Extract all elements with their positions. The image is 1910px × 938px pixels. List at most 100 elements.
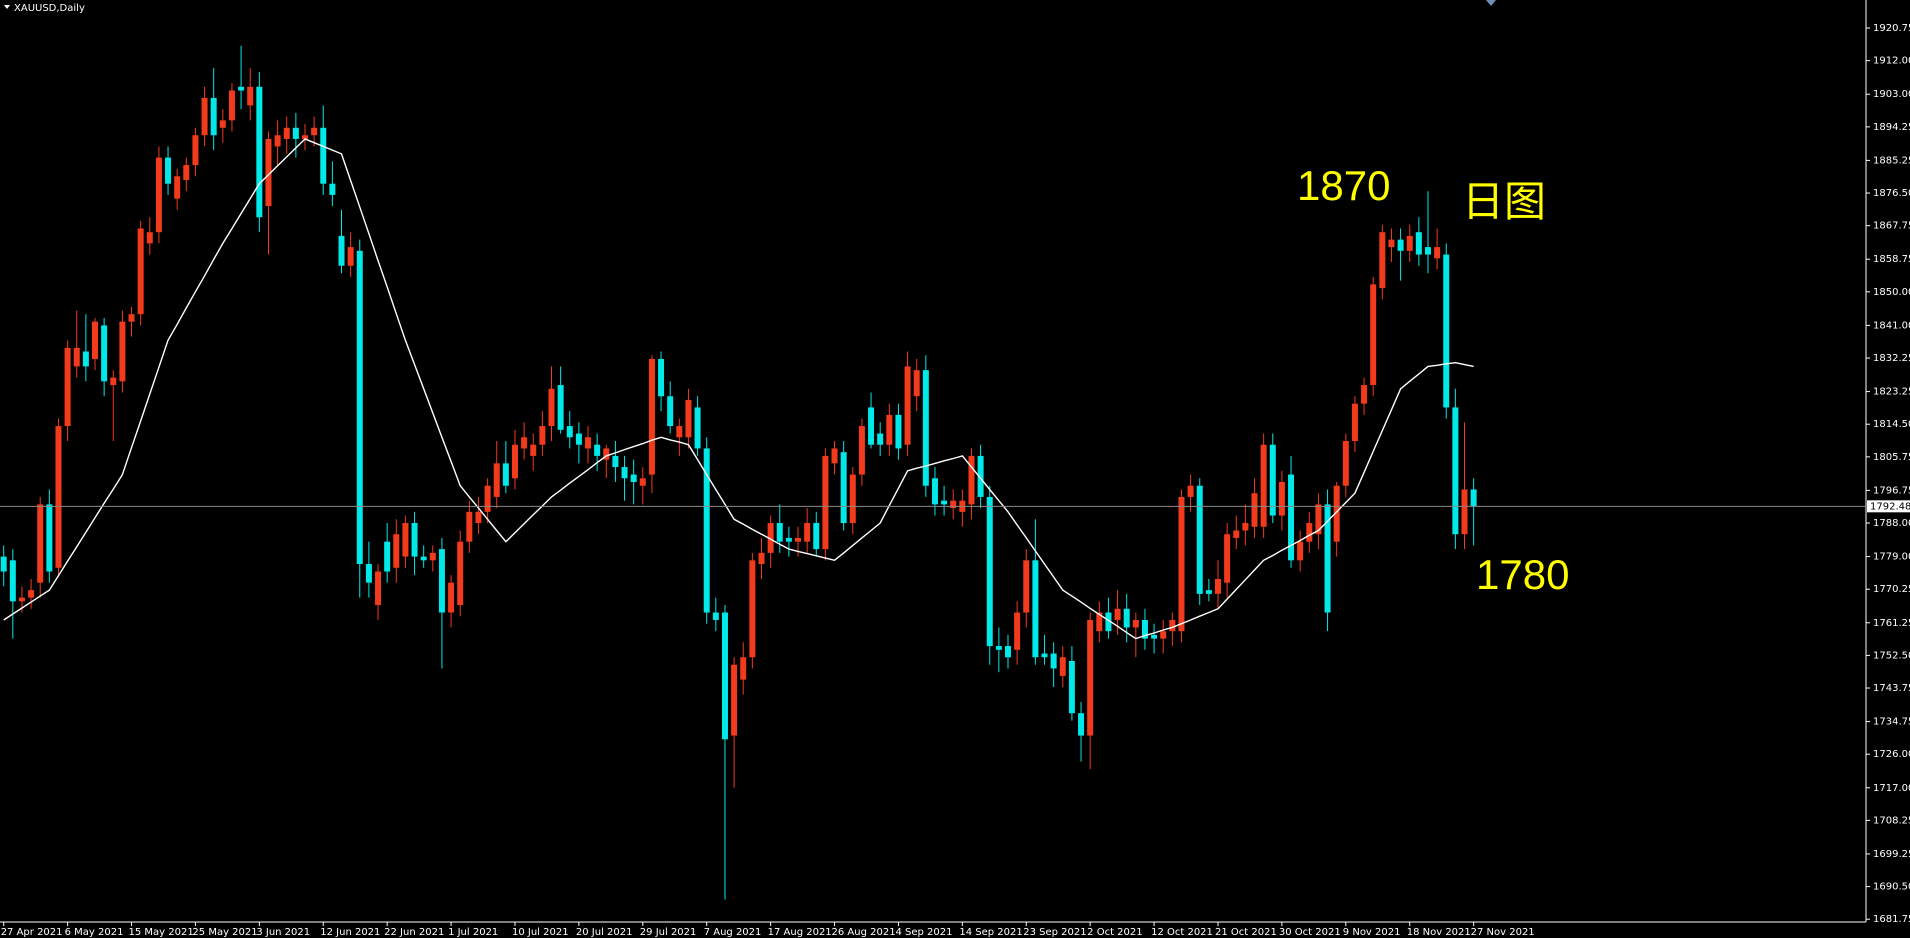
x-tick-label: 27 Nov 2021 (1471, 927, 1535, 938)
x-tick-label: 3 Jun 2021 (256, 927, 310, 938)
candle-body (1242, 523, 1249, 531)
x-tick-label: 29 Jul 2021 (640, 927, 697, 938)
candle-body (548, 388, 555, 427)
candle-body (484, 485, 491, 512)
candle-body (594, 444, 601, 456)
candle-body (1379, 232, 1386, 289)
candle-body (721, 612, 728, 740)
candle-body (493, 463, 500, 497)
y-tick-label: 1743.75 (1873, 683, 1910, 694)
annotation: 1870 (1297, 162, 1390, 209)
candle-body (55, 426, 62, 568)
candle-body (64, 347, 71, 427)
candle-body (219, 120, 226, 128)
candle-body (228, 90, 235, 121)
candle-body (82, 351, 89, 367)
candle-body (1424, 247, 1431, 255)
candle-body (731, 664, 738, 736)
y-tick-label: 1788.00 (1873, 518, 1910, 529)
candle-body (758, 552, 765, 565)
y-tick-label: 1708.25 (1873, 815, 1910, 826)
candle-body (804, 523, 811, 542)
x-tick-label: 9 Nov 2021 (1343, 927, 1401, 938)
x-tick-label: 26 Aug 2021 (832, 927, 896, 938)
candle-body (557, 385, 564, 430)
y-tick-label: 1770.25 (1873, 584, 1910, 595)
y-tick-label: 1717.00 (1873, 783, 1910, 794)
moving-average (3, 138, 1474, 640)
candle-body (740, 657, 747, 680)
candle-body (1205, 590, 1212, 594)
candle-body (1406, 235, 1413, 251)
candle-body (1132, 619, 1139, 628)
candle-body (1087, 619, 1094, 736)
candle-body (539, 426, 546, 445)
candle-body (1324, 504, 1331, 613)
x-tick-label: 12 Jun 2021 (320, 927, 380, 938)
candle-body (429, 552, 436, 561)
annotation: 1780 (1476, 551, 1569, 598)
candle-body (311, 127, 318, 136)
candle-body (767, 523, 774, 553)
candle-body (1470, 489, 1477, 507)
candle-body (238, 86, 245, 91)
candle-body (648, 358, 655, 475)
candle-body (776, 523, 783, 542)
y-tick-label: 1894.25 (1873, 122, 1910, 133)
y-tick-label: 1858.75 (1873, 254, 1910, 265)
candle-body (1187, 485, 1194, 497)
candle-body (676, 426, 683, 438)
candle-body (1032, 560, 1039, 658)
candle-body (639, 478, 646, 486)
candle-body (28, 590, 35, 598)
candle-body (1151, 634, 1158, 639)
candle-body (1434, 247, 1441, 259)
candle-body (201, 97, 208, 136)
candle-body (931, 478, 938, 505)
candle-body (1306, 523, 1313, 542)
candle-body (375, 571, 382, 606)
candle-body (92, 321, 98, 359)
candle-body (174, 176, 181, 199)
y-tick-label: 1779.00 (1873, 552, 1910, 563)
candle-body (37, 504, 44, 583)
candle-body (393, 534, 400, 568)
y-tick-label: 1920.75 (1873, 23, 1910, 34)
candle-body (1105, 612, 1112, 632)
candle-body (703, 448, 710, 613)
candle-body (146, 232, 153, 244)
candle-body (986, 496, 993, 647)
candle-body (1278, 482, 1285, 516)
candle-body (1315, 504, 1322, 535)
candle-body (630, 474, 637, 483)
candle-body (265, 138, 272, 207)
y-tick-label: 1876.50 (1873, 188, 1910, 199)
x-tick-label: 10 Jul 2021 (512, 927, 569, 938)
candle-body (822, 455, 829, 550)
x-tick-label: 27 Apr 2021 (1, 927, 63, 938)
candle-body (247, 86, 254, 106)
candle-body (1160, 631, 1167, 639)
candle-body (256, 86, 263, 218)
candle-body (73, 347, 80, 367)
candle-body (128, 314, 135, 322)
candle-body (922, 370, 929, 486)
candle-body (621, 467, 628, 479)
candle-body (1415, 232, 1422, 255)
candle-body (155, 157, 162, 233)
candle-body (301, 135, 308, 139)
candle-body (868, 407, 875, 445)
candle-body (1169, 619, 1176, 632)
candle-body (995, 646, 1002, 650)
x-tick-label: 20 Jul 2021 (576, 927, 633, 938)
candle-body (320, 127, 327, 184)
x-tick-label: 7 Aug 2021 (704, 927, 762, 938)
candle-body (1114, 608, 1121, 620)
candle-body (119, 321, 126, 382)
x-tick-label: 17 Aug 2021 (768, 927, 832, 938)
candle-body (530, 444, 537, 456)
candle-body (1041, 653, 1048, 658)
candle-body (466, 511, 473, 542)
